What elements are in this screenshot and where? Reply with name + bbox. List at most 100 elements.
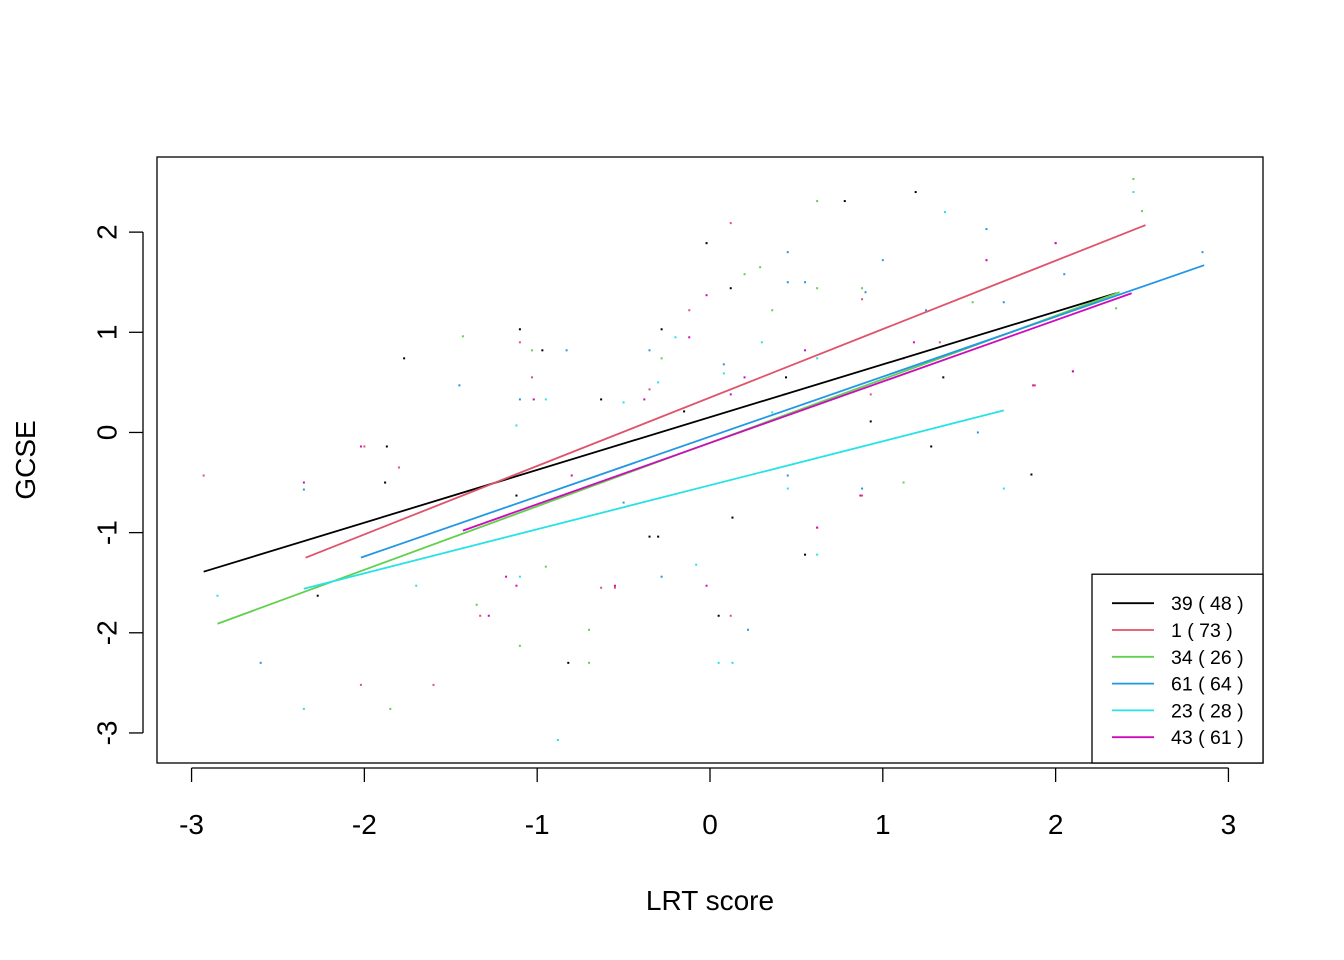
data-point [816,553,819,556]
data-point [925,309,928,312]
data-point [938,341,941,344]
data-point [648,388,651,391]
data-point [747,628,750,631]
data-point [705,242,708,245]
data-point [743,273,746,276]
data-point [600,586,603,589]
data-point [588,661,591,664]
data-point [518,328,521,331]
data-point [570,474,573,477]
data-point [942,376,945,379]
data-point [816,526,819,529]
data-point [518,398,521,401]
data-point [816,357,819,360]
data-point [202,474,205,477]
data-points [202,178,1204,741]
data-point [505,575,508,578]
data-point [588,628,591,631]
data-point [515,584,518,587]
data-point [786,474,789,477]
data-point [674,336,677,339]
legend: 39 ( 48 ) 1 ( 73 ) 34 ( 26 ) 61 ( 64 ) 23 ( … [1091,573,1264,764]
x-tick-label: -1 [525,809,550,840]
data-point [487,614,490,617]
legend-label: 23 ( 28 ) [1171,700,1244,722]
data-point [688,309,691,312]
data-point [759,266,762,269]
data-point [359,683,362,686]
regression-line [303,409,1005,590]
data-point [816,200,819,203]
data-point [648,535,651,538]
data-point [613,584,616,587]
y-tick-label: 1 [91,325,122,341]
data-point [475,603,478,606]
data-point [518,644,521,647]
data-point [944,211,947,214]
data-point [729,393,732,396]
data-point [515,424,518,427]
data-point [316,594,319,597]
legend-label: 43 ( 61 ) [1171,727,1244,749]
data-point [683,410,686,413]
data-point [432,683,435,686]
y-tick-label: -2 [91,620,122,645]
data-point [731,661,734,664]
legend-label: 1 ( 73 ) [1171,620,1233,642]
y-tick-label: -1 [91,520,122,545]
data-point [976,431,979,434]
data-point [861,494,864,497]
data-point [985,228,988,231]
data-point [518,341,521,344]
data-point [1030,473,1033,476]
data-point [743,376,746,379]
data-point [479,614,482,617]
data-point [403,357,406,360]
data-point [384,481,387,484]
data-point [544,565,547,568]
data-point [843,200,846,203]
data-point [1002,301,1005,304]
data-point [397,466,400,469]
legend-label: 34 ( 26 ) [1171,647,1244,669]
data-point [515,494,518,497]
data-point [613,586,616,589]
plot-frame [156,156,1264,764]
data-point [816,287,819,290]
data-point [1132,191,1135,194]
data-point [861,287,864,290]
data-point [705,294,708,297]
y-tick-label: -3 [91,720,122,745]
x-tick-label: 2 [1048,809,1064,840]
data-point [971,301,974,304]
data-point [531,349,534,352]
data-point [1032,384,1035,387]
data-point [902,481,905,484]
data-point [648,349,651,352]
data-point [1054,242,1057,245]
regression-line [360,264,1205,559]
data-point [861,487,864,490]
y-axis-label: GCSE [10,420,41,499]
data-point [1132,178,1135,181]
data-point [804,281,807,284]
legend-label: 39 ( 48 ) [1171,593,1244,615]
data-point [804,553,807,556]
data-point [531,376,534,379]
x-tick-label: -2 [352,809,377,840]
data-point [302,481,305,484]
data-point [657,535,660,538]
data-point [864,291,867,294]
data-point [881,259,884,262]
data-point [786,487,789,490]
data-point [660,575,663,578]
data-point [567,661,570,664]
data-point [565,349,568,352]
data-point [600,398,603,401]
y-tick-label: 0 [91,425,122,441]
data-point [985,259,988,262]
data-point [771,309,774,312]
data-point [804,349,807,352]
data-point [532,398,535,401]
